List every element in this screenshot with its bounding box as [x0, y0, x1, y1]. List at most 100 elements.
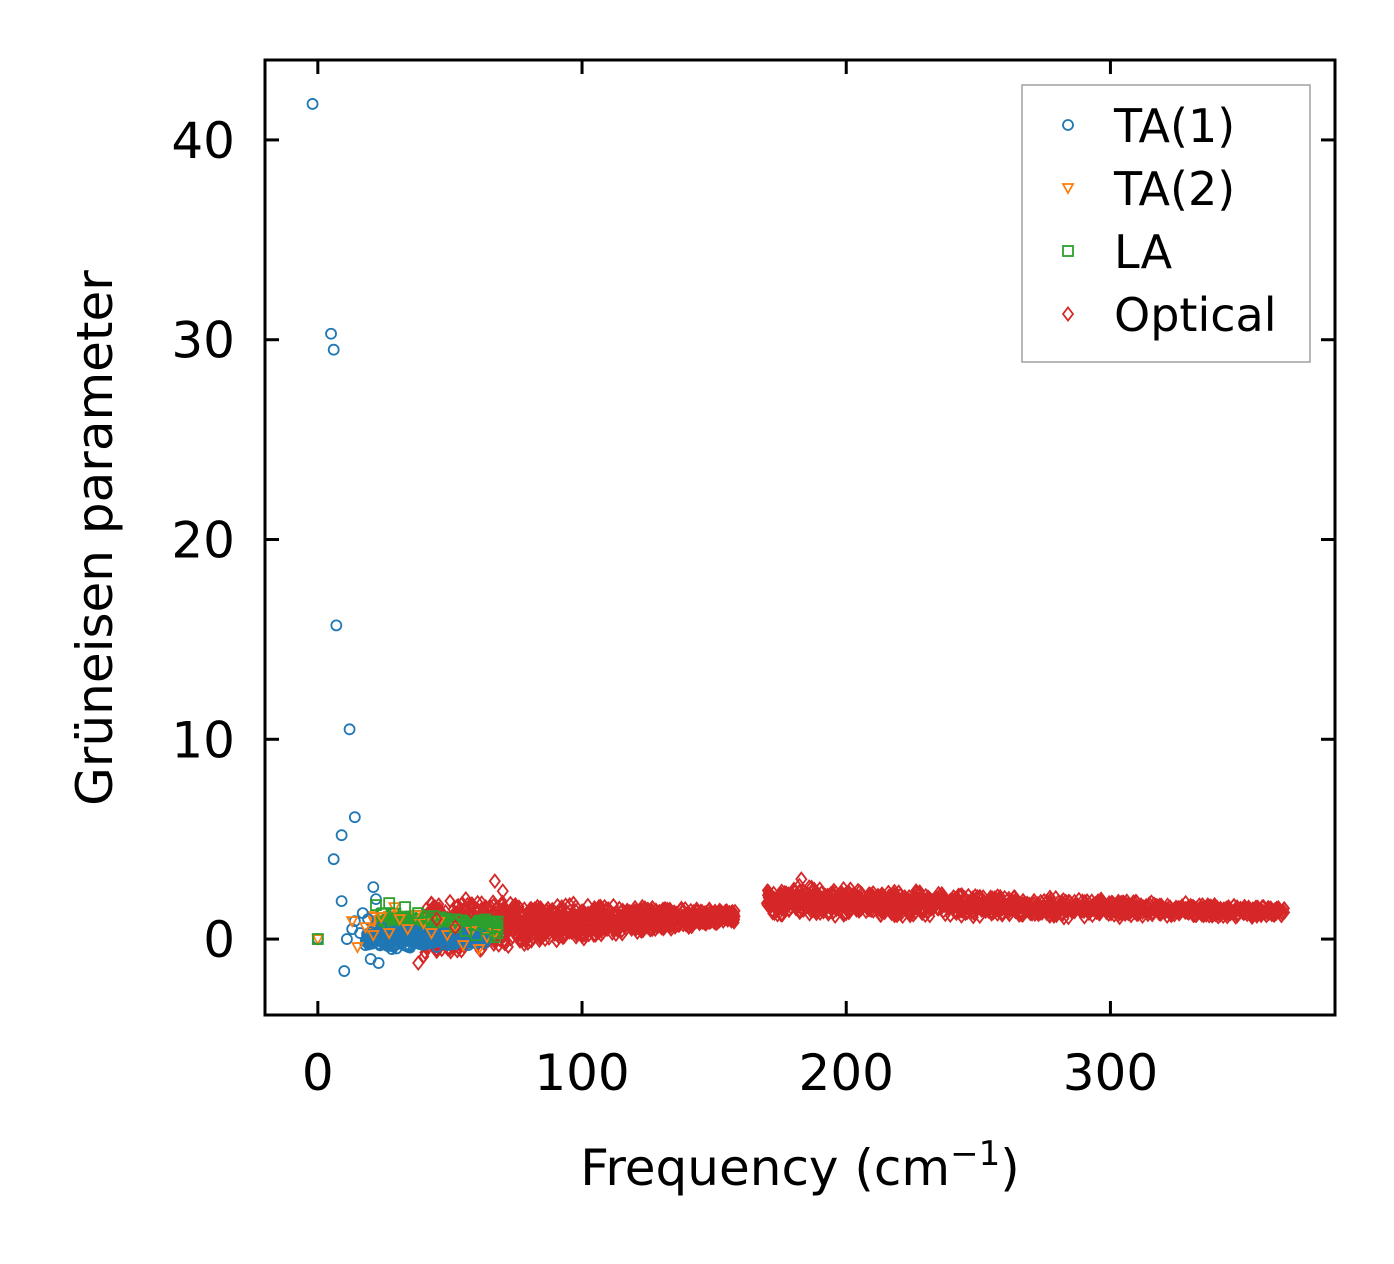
legend-label: Optical: [1114, 288, 1276, 342]
optical-cloud-point: [1182, 899, 1194, 915]
optical-cloud-point: [1009, 900, 1021, 915]
data-point: [496, 883, 509, 900]
x-tick-label: 100: [534, 1044, 629, 1102]
data-point: [472, 944, 486, 956]
data-point: [382, 928, 396, 940]
x-tick-label: 0: [302, 1044, 334, 1102]
optical-cloud-point: [514, 919, 526, 935]
optical-cloud-point: [729, 903, 741, 919]
optical-cloud-point: [522, 923, 535, 939]
data-point: [602, 901, 615, 918]
optical-cloud-point: [837, 880, 850, 896]
optical-cloud-point: [874, 908, 887, 924]
optical-cloud-point: [1127, 894, 1140, 909]
data-point: [1130, 903, 1143, 920]
optical-cloud-point: [1017, 899, 1029, 915]
optical-cloud-point: [607, 897, 620, 913]
optical-cloud-point: [667, 911, 679, 926]
data-point: [412, 955, 425, 972]
data-point: [372, 957, 385, 969]
optical-cloud-point: [779, 893, 791, 908]
data-point: [464, 903, 478, 920]
optical-cloud-point: [533, 925, 545, 941]
data-point: [681, 907, 694, 924]
optical-cloud-point: [883, 902, 895, 918]
legend-entry-ta2: TA(2): [1061, 162, 1235, 216]
data-point: [311, 934, 325, 946]
optical-cloud-point: [570, 898, 582, 914]
optical-cloud-point: [1069, 904, 1081, 919]
optical-cloud-point: [563, 916, 576, 932]
optical-cloud-point: [993, 892, 1006, 907]
data-point: [399, 901, 411, 914]
optical-cloud-point: [840, 906, 852, 922]
optical-cloud-point: [995, 901, 1007, 917]
optical-cloud-point: [585, 916, 597, 932]
data-point: [1262, 905, 1276, 922]
optical-cloud-point: [431, 944, 443, 960]
optical-cloud-point: [984, 901, 996, 917]
data-point: [414, 937, 427, 949]
data-point: [430, 911, 443, 928]
data-point: [338, 965, 351, 977]
data-point: [1051, 903, 1064, 920]
optical-cloud-point: [715, 906, 728, 922]
optical-cloud-point: [611, 911, 623, 927]
data-point: [430, 941, 443, 953]
optical-cloud-point: [1043, 901, 1055, 917]
legend-entry-optical: Optical: [1061, 288, 1276, 342]
optical-cloud-point: [540, 918, 552, 933]
optical-cloud-point: [599, 921, 611, 937]
data-point: [1077, 903, 1091, 920]
optical-cloud-point: [805, 893, 817, 909]
data-point: [335, 895, 348, 908]
optical-cloud-point: [955, 899, 967, 915]
data-point: [391, 931, 403, 943]
data-point: [491, 927, 504, 939]
optical-cloud-point: [564, 896, 576, 912]
optical-cloud-point: [939, 907, 951, 923]
optical-cloud-point: [915, 903, 927, 918]
optical-cloud-point: [635, 906, 647, 921]
optical-cloud-point: [1239, 902, 1251, 918]
data-point: [335, 829, 348, 842]
optical-cloud-point: [1204, 898, 1216, 913]
x-axis-label-superscript: −1: [950, 1134, 1000, 1174]
optical-cloud-point: [572, 918, 584, 934]
optical-cloud-point: [688, 904, 701, 920]
optical-cloud-point: [606, 926, 618, 941]
optical-cloud-point: [544, 906, 556, 922]
optical-cloud-point: [1278, 905, 1291, 920]
optical-cloud-point: [768, 906, 781, 922]
optical-cloud-point: [875, 899, 888, 914]
optical-cloud-point: [471, 894, 484, 910]
data-point: [348, 811, 361, 824]
legend-label: TA(2): [1113, 162, 1235, 216]
axis-ticks: 0 100 200 300 0 10 20 30 40: [171, 60, 1335, 1102]
legend-marker: [1061, 183, 1075, 195]
optical-cloud-point: [853, 883, 866, 899]
data-point: [374, 912, 388, 924]
data-point: [393, 914, 407, 926]
data-point: [412, 907, 425, 920]
data-point: [708, 907, 721, 924]
optical-cloud-point: [1167, 905, 1179, 920]
optical-cloud-point: [514, 912, 526, 927]
data-point: [306, 98, 319, 110]
optical-cloud-point: [768, 890, 780, 906]
data-point: [327, 343, 340, 356]
x-tick-label: 300: [1063, 1044, 1158, 1102]
data-point: [401, 924, 415, 936]
optical-cloud-point: [818, 896, 830, 912]
data-point: [327, 853, 340, 866]
data-point: [726, 909, 739, 926]
optical-cloud-point: [1092, 893, 1104, 908]
legend-entry-la: LA: [1062, 225, 1173, 279]
data-point: [628, 903, 642, 920]
optical-cloud-point: [467, 899, 479, 914]
optical-cloud-point: [637, 918, 650, 934]
optical-cloud-point: [1031, 903, 1043, 919]
optical-cloud-point: [616, 923, 628, 939]
optical-cloud-point: [845, 895, 858, 910]
